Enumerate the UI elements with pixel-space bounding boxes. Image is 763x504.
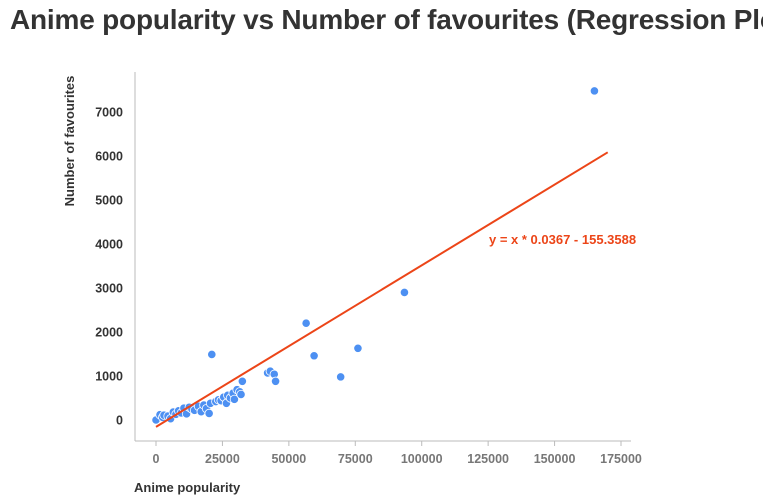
x-tick-label: 150000 — [534, 452, 576, 466]
x-tick-label: 50000 — [271, 452, 306, 466]
y-axis-ticks: 0 1000 2000 3000 4000 5000 6000 7000 — [95, 106, 123, 428]
y-axis-label: Number of favourites — [62, 76, 77, 207]
data-point — [589, 86, 600, 96]
data-point — [309, 351, 319, 361]
y-tick-label: 6000 — [95, 150, 123, 164]
x-tick-label: 175000 — [600, 452, 642, 466]
axes — [134, 72, 631, 442]
x-axis-ticks: 0 25000 50000 75000 100000 125000 150000 175000 — [153, 441, 642, 466]
x-axis-label: Anime popularity — [134, 480, 241, 495]
y-tick-label: 5000 — [95, 194, 123, 208]
data-point — [353, 343, 363, 353]
data-point — [204, 408, 214, 418]
y-tick-label: 1000 — [95, 370, 123, 384]
data-point — [236, 389, 246, 400]
chart-title: Anime popularity vs Number of favourites… — [10, 4, 763, 35]
x-tick-label: 100000 — [401, 452, 443, 466]
regression-line — [155, 151, 609, 428]
y-tick-label: 4000 — [95, 238, 123, 252]
data-point — [270, 376, 281, 386]
data-points — [151, 86, 600, 425]
y-tick-label: 2000 — [95, 326, 123, 340]
data-point — [207, 349, 217, 360]
x-tick-label: 0 — [153, 452, 160, 466]
x-tick-label: 75000 — [338, 452, 373, 466]
regression-equation: y = x * 0.0367 - 155.3588 — [489, 232, 636, 247]
data-point — [229, 394, 239, 404]
y-tick-label: 0 — [116, 414, 123, 428]
y-tick-label: 3000 — [95, 282, 123, 296]
data-point — [336, 372, 346, 382]
x-tick-label: 125000 — [467, 452, 509, 466]
data-point — [301, 318, 311, 328]
x-tick-label: 25000 — [205, 452, 240, 466]
data-point — [237, 376, 247, 386]
data-point — [399, 287, 410, 297]
regression-group — [155, 151, 609, 428]
y-tick-label: 7000 — [95, 106, 123, 120]
